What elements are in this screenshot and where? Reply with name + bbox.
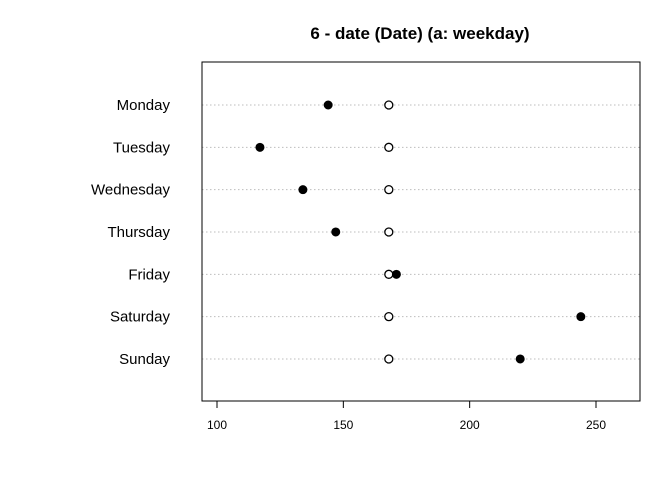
filled-point bbox=[323, 100, 333, 110]
category-label: Saturday bbox=[110, 309, 171, 326]
category-label: Friday bbox=[128, 266, 170, 283]
filled-point bbox=[298, 185, 308, 195]
x-axis: 100 150 200 250 bbox=[207, 400, 606, 432]
open-point bbox=[384, 269, 394, 279]
chart-title: 6 - date (Date) (a: weekday) bbox=[310, 24, 529, 43]
open-point bbox=[384, 100, 394, 110]
category-label: Tuesday bbox=[113, 139, 170, 156]
filled-point bbox=[255, 142, 265, 152]
category-labels: Monday Tuesday Wednesday Thursday Friday Satu… bbox=[91, 97, 170, 368]
filled-point bbox=[515, 354, 525, 364]
x-tick-label: 100 bbox=[207, 418, 227, 432]
open-point bbox=[384, 185, 394, 195]
open-point bbox=[384, 354, 394, 364]
x-tick-label: 150 bbox=[333, 418, 353, 432]
open-point bbox=[384, 227, 394, 237]
filled-point bbox=[331, 227, 341, 237]
x-tick-label: 250 bbox=[586, 418, 606, 432]
x-tick-label: 200 bbox=[460, 418, 480, 432]
data-points bbox=[255, 100, 586, 364]
category-label: Wednesday bbox=[91, 182, 170, 199]
open-point bbox=[384, 142, 394, 152]
category-label: Thursday bbox=[107, 224, 170, 241]
filled-point bbox=[391, 269, 401, 279]
guide-lines bbox=[202, 104, 640, 360]
filled-point bbox=[576, 312, 586, 322]
category-label: Sunday bbox=[119, 351, 170, 368]
category-label: Monday bbox=[117, 97, 171, 114]
open-point bbox=[384, 311, 394, 322]
